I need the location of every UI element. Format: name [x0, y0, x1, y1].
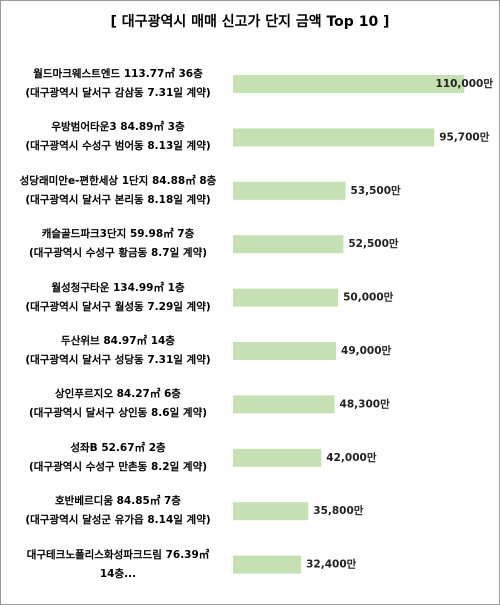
value-label: 53,500만: [350, 184, 401, 197]
value-label: 49,000만: [341, 344, 392, 357]
value-label: 52,500만: [348, 237, 399, 250]
category-label: 상인푸르지오 84.27㎡ 6층 (대구광역시 달서구 상인동 8.6일 계약): [28, 388, 208, 420]
value-label: 42,000만: [326, 451, 377, 464]
category-label: 캐슬골드파크3단지 59.98㎡ 7층 (대구광역시 수성구 황금동 8.7일 …: [28, 228, 208, 260]
bar: [233, 75, 465, 93]
category-label: 두산위브 84.97㎡ 14층 (대구광역시 달서구 성당동 7.31일 계약): [25, 335, 211, 366]
bar: [233, 395, 335, 414]
category-label: 성당래미안e-편한세상 1단지 84.88㎡ 8층 (대구광역시 달서구 본리동…: [19, 174, 217, 206]
bar: [233, 448, 322, 467]
bar: [233, 128, 435, 147]
value-label: 95,700만: [439, 130, 490, 143]
category-label: 성좌B 52.67㎡ 2층 (대구광역시 수성구 만촌동 8.2일 계약): [28, 441, 208, 473]
category-label: 월성청구타운 134.99㎡ 1층 (대구광역시 달서구 월성동 7.29일 계…: [25, 281, 211, 313]
bar: [233, 342, 337, 360]
chart-title: [ 대구광역시 매매 신고가 단지 금액 Top 10 ]: [110, 14, 390, 30]
category-label: 대구테크노폴리스화성파크드림 76.39㎡ 14층...: [26, 548, 210, 580]
bar: [233, 555, 302, 574]
bar: [233, 288, 339, 307]
value-label: 48,300만: [340, 397, 391, 410]
value-label: 35,800만: [313, 504, 364, 517]
value-label: 110,000만: [436, 77, 494, 90]
value-label: 50,000만: [343, 291, 394, 304]
bar: [233, 502, 309, 521]
value-label: 32,400만: [306, 558, 357, 571]
category-label: 우방범어타운3 84.89㎡ 3층 (대구광역시 수성구 범어동 8.13일 계…: [25, 121, 211, 153]
category-label: 호반베르디움 84.85㎡ 7층 (대구광역시 달성군 유가읍 8.14일 계약…: [25, 495, 211, 527]
bar: [233, 181, 346, 200]
bar: [233, 235, 344, 254]
category-label: 월드마크웨스트엔드 113.77㎡ 36층 (대구광역시 달서구 감삼동 7.3…: [25, 68, 211, 99]
